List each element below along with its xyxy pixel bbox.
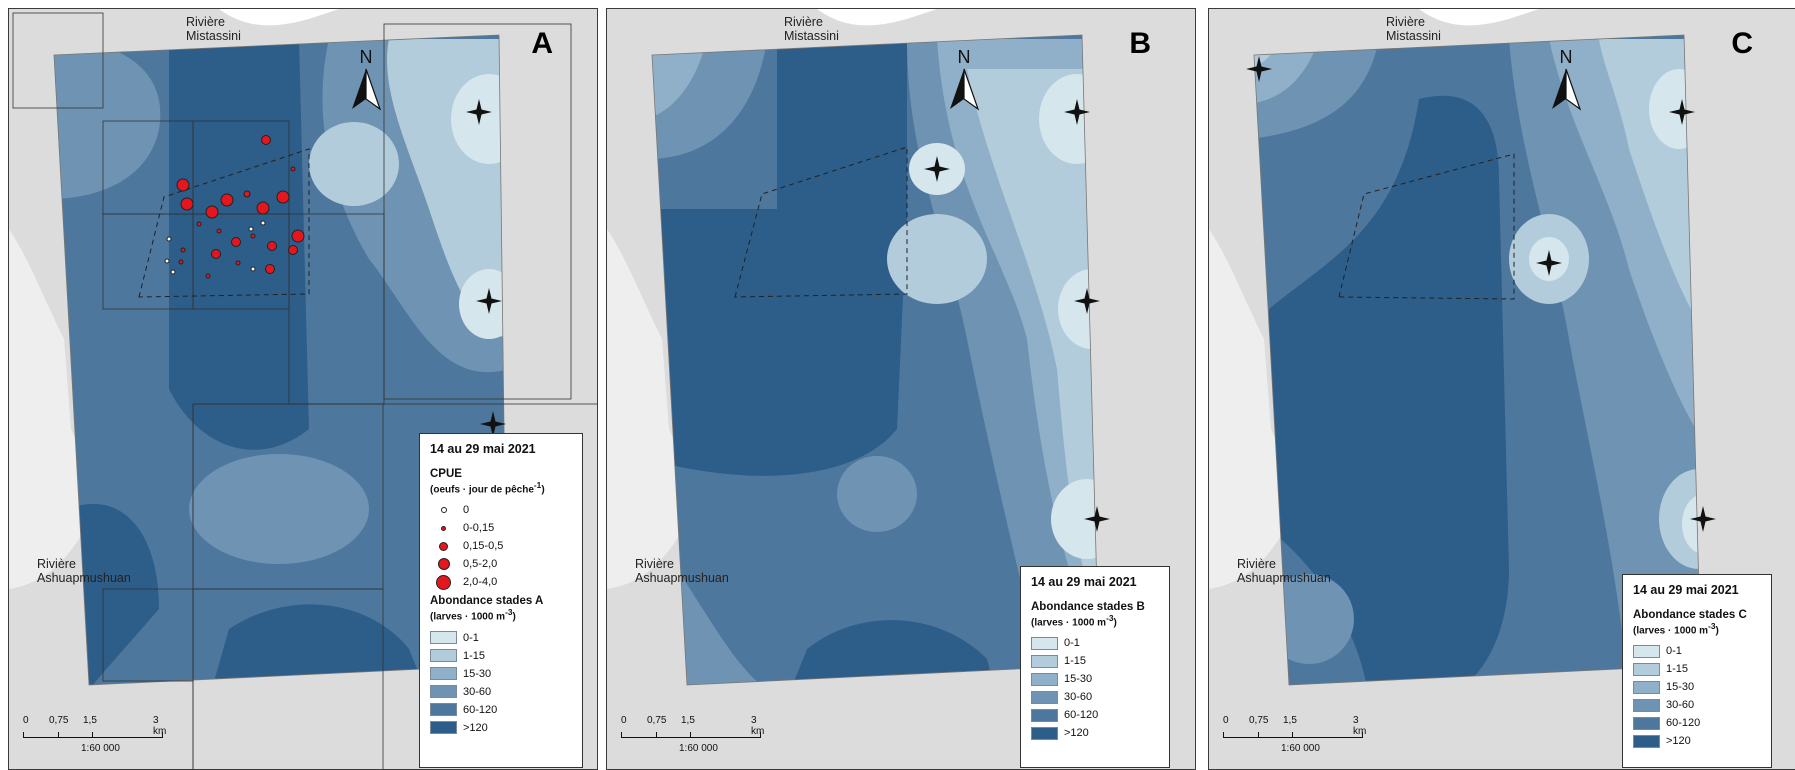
north-label: N	[1560, 47, 1573, 67]
river-label-mistassini: Rivière Mistassini	[784, 15, 839, 43]
station-stars-a	[466, 99, 506, 437]
north-label: N	[360, 47, 373, 67]
north-arrow-icon: N	[950, 47, 980, 111]
land-west-shore	[607, 229, 689, 589]
panel-letter-a: A	[531, 27, 553, 60]
legend-date: 14 au 29 mai 2021	[1031, 575, 1137, 589]
abundance-class-row: 15-30	[1633, 678, 1761, 696]
class-swatch	[1633, 698, 1660, 712]
north-label: N	[958, 47, 971, 67]
map-panel-c: N C Rivière Mistassini Rivière Ashuapmushu…	[1208, 8, 1795, 770]
class-swatch	[1031, 654, 1058, 668]
cpue-class-row: 0,5-2,0	[430, 555, 572, 573]
class-swatch	[430, 703, 457, 717]
class-swatch	[1031, 672, 1058, 686]
abundance-class-row: 60-120	[1031, 706, 1159, 724]
land-west-shore	[9, 229, 91, 589]
cpue-points	[164, 135, 305, 279]
legend-panel-a: 14 au 29 mai 2021 CPUE (oeufs · jour de …	[419, 433, 583, 768]
study-zone-dashed	[1338, 153, 1515, 300]
abundance-class-row: 0-1	[430, 629, 572, 647]
abundance-title: Abondance stades C	[1633, 609, 1747, 621]
abundance-class-row: >120	[430, 719, 572, 737]
class-swatch	[1633, 734, 1660, 748]
legend-date: 14 au 29 mai 2021	[1633, 583, 1739, 597]
abundance-class-row: 15-30	[430, 665, 572, 683]
class-swatch	[1633, 662, 1660, 676]
class-swatch	[1031, 636, 1058, 650]
abundance-class-row: 15-30	[1031, 670, 1159, 688]
abundance-unit: (larves · 1000 m-3)	[1633, 621, 1719, 637]
station-stars-c	[1246, 56, 1716, 532]
abundance-class-row: 30-60	[430, 683, 572, 701]
map-panel-b: N B Rivière Mistassini Rivière Ashuapmushu…	[606, 8, 1196, 770]
study-zone-dashed	[138, 148, 310, 298]
sampling-grid-a	[12, 12, 597, 769]
abundance-class-row: 1-15	[1633, 660, 1761, 678]
class-swatch	[1031, 690, 1058, 704]
abundance-class-row: 30-60	[1633, 696, 1761, 714]
class-swatch	[1031, 708, 1058, 722]
class-swatch	[1633, 644, 1660, 658]
abundance-class-row: 60-120	[430, 701, 572, 719]
legend-panel-c: 14 au 29 mai 2021 Abondance stades C (la…	[1622, 574, 1772, 768]
class-swatch	[1031, 726, 1058, 740]
river-label-ashuapmushuan: Rivière Ashuapmushuan	[1237, 557, 1331, 585]
abundance-class-row: 1-15	[1031, 652, 1159, 670]
class-swatch	[1633, 716, 1660, 730]
panel-letter-c: C	[1731, 27, 1753, 60]
class-swatch	[430, 667, 457, 681]
river-label-ashuapmushuan: Rivière Ashuapmushuan	[37, 557, 131, 585]
river-label-mistassini: Rivière Mistassini	[186, 15, 241, 43]
scale-bar: 0 0,75 1,5 3 km 1:60 000	[621, 715, 765, 754]
legend-date: 14 au 29 mai 2021	[430, 442, 536, 456]
abundance-class-row: >120	[1633, 732, 1761, 750]
north-river-mouth	[219, 9, 339, 26]
abundance-class-row: >120	[1031, 724, 1159, 742]
cpue-class-row: 0,15-0,5	[430, 537, 572, 555]
cpue-class-row: 0-0,15	[430, 519, 572, 537]
abundance-class-row: 0-1	[1031, 634, 1159, 652]
map-panel-a: N A Rivière Mistassini Rivière Ashuapmushu…	[8, 8, 598, 770]
abundance-class-row: 60-120	[1633, 714, 1761, 732]
land-west-shore	[1209, 229, 1291, 589]
north-arrow-icon: N	[352, 47, 382, 111]
north-arrow-icon: N	[1552, 47, 1582, 111]
scale-bar: 0 0,75 1,5 3 km 1:60 000	[23, 715, 167, 754]
abundance-class-row: 0-1	[1633, 642, 1761, 660]
abundance-surface-b	[652, 35, 1099, 685]
class-swatch	[430, 631, 457, 645]
abundance-title: Abondance stades B	[1031, 601, 1145, 613]
class-swatch	[1633, 680, 1660, 694]
cpue-class-row: 0	[430, 501, 572, 519]
study-zone-dashed	[734, 146, 908, 298]
abundance-class-row: 1-15	[430, 647, 572, 665]
class-swatch	[430, 721, 457, 735]
abundance-class-row: 30-60	[1031, 688, 1159, 706]
legend-panel-b: 14 au 29 mai 2021 Abondance stades B (la…	[1020, 566, 1170, 768]
cpue-class-row: 2,0-4,0	[430, 573, 572, 591]
panel-letter-b: B	[1129, 27, 1151, 60]
abundance-unit: (larves · 1000 m-3)	[430, 607, 516, 623]
class-swatch	[430, 685, 457, 699]
scale-bar: 0 0,75 1,5 3 km 1:60 000	[1223, 715, 1367, 754]
north-river-mouth	[1419, 9, 1539, 26]
cpue-title: CPUE	[430, 468, 462, 480]
abundance-unit: (larves · 1000 m-3)	[1031, 613, 1117, 629]
river-label-ashuapmushuan: Rivière Ashuapmushuan	[635, 557, 729, 585]
map-canvas-b: N	[607, 9, 1195, 769]
abundance-title: Abondance stades A	[430, 595, 544, 608]
class-swatch	[430, 649, 457, 663]
station-stars-b	[924, 99, 1110, 532]
river-label-mistassini: Rivière Mistassini	[1386, 15, 1441, 43]
north-river-mouth	[817, 9, 937, 26]
cpue-unit: (oeufs · jour de pêche-1)	[430, 480, 545, 496]
